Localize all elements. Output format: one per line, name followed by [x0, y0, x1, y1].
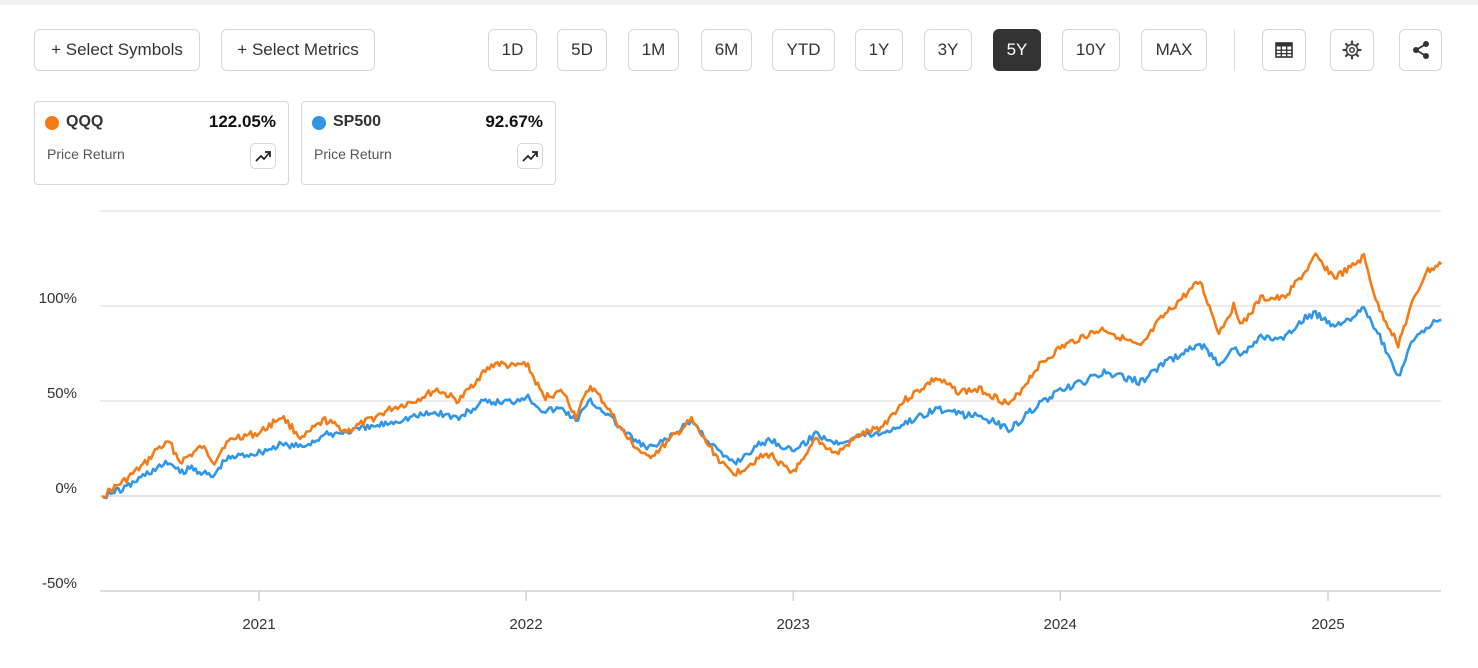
- top-strip: [0, 0, 1478, 5]
- series-return: 122.05%: [208, 112, 276, 131]
- range-button-6m[interactable]: 6M: [701, 29, 752, 71]
- share-button[interactable]: [1399, 29, 1442, 71]
- range-button-1y[interactable]: 1Y: [855, 29, 903, 71]
- series-color-dot: [312, 116, 326, 130]
- table-view-button[interactable]: [1262, 29, 1306, 71]
- share-icon: [1412, 41, 1429, 59]
- toolbar-divider: [1234, 29, 1235, 71]
- x-tick-label: 2022: [509, 616, 542, 633]
- range-button-max[interactable]: MAX: [1141, 29, 1207, 71]
- range-button-5d[interactable]: 5D: [557, 29, 607, 71]
- trend-chart-button[interactable]: [250, 143, 276, 169]
- trending-up-icon: [255, 151, 271, 162]
- series-line-sp500: [101, 306, 1442, 500]
- trend-chart-button[interactable]: [517, 143, 543, 169]
- series-metric: Price Return: [47, 146, 125, 162]
- x-tick-label: 2021: [242, 616, 275, 633]
- x-tick-label: 2025: [1311, 616, 1344, 633]
- series-metric: Price Return: [314, 146, 392, 162]
- series-line-qqq: [101, 252, 1443, 499]
- range-button-10y[interactable]: 10Y: [1062, 29, 1120, 71]
- y-tick-label: 0%: [55, 480, 77, 497]
- table-icon: [1275, 42, 1293, 58]
- y-tick-label: 100%: [39, 290, 77, 307]
- select-symbols-button[interactable]: + Select Symbols: [34, 29, 200, 71]
- settings-button[interactable]: [1330, 29, 1374, 71]
- select-metrics-button[interactable]: + Select Metrics: [221, 29, 375, 71]
- y-tick-label: 50%: [47, 385, 77, 402]
- range-button-ytd[interactable]: YTD: [772, 29, 835, 71]
- series-color-dot: [45, 116, 59, 130]
- legend-card-sp500[interactable]: SP500 92.67% Price Return: [301, 101, 556, 185]
- y-tick-label: -50%: [42, 575, 77, 592]
- series-symbol: SP500: [333, 113, 382, 130]
- range-button-1d[interactable]: 1D: [488, 29, 537, 71]
- x-tick-label: 2023: [776, 616, 809, 633]
- performance-chart[interactable]: -50% 0% 50% 100% 2021 2022 2023 2024 2025: [0, 195, 1478, 655]
- legend-card-qqq[interactable]: QQQ 122.05% Price Return: [34, 101, 289, 185]
- series-symbol: QQQ: [66, 113, 104, 130]
- range-button-1m[interactable]: 1M: [628, 29, 679, 71]
- trending-up-icon: [522, 151, 538, 162]
- range-button-5y[interactable]: 5Y: [993, 29, 1041, 71]
- series-return: 92.67%: [485, 112, 543, 131]
- range-button-3y[interactable]: 3Y: [924, 29, 972, 71]
- gear-icon: [1342, 40, 1362, 60]
- x-tick-label: 2024: [1044, 616, 1077, 633]
